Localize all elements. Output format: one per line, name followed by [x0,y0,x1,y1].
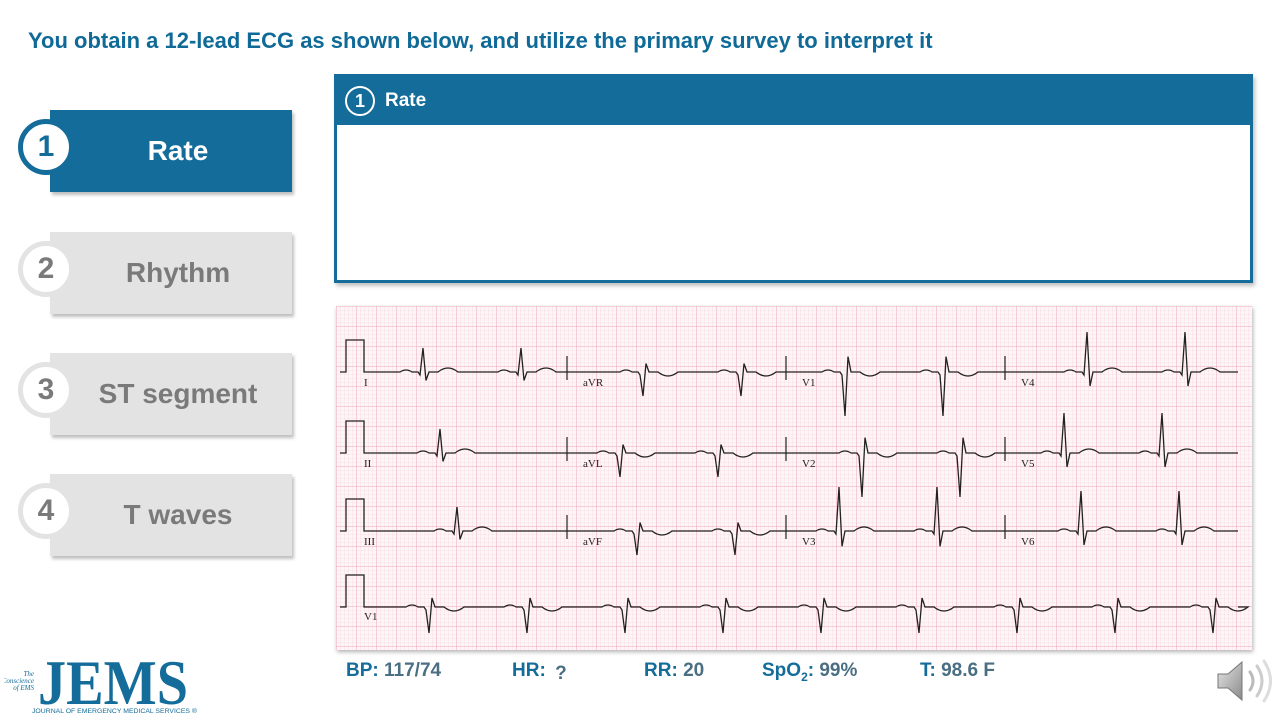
step-label: T waves [50,474,292,556]
hr-label: HR: [512,660,546,681]
lead-label-v2: V2 [802,458,815,470]
calibration-pulse [340,574,370,608]
lead-label-avf: aVF [583,536,602,548]
ecg-rhythm-trace [370,597,1250,634]
panel-number: 1 [345,86,375,116]
ecg-trace [567,444,786,478]
vital-spo2: SpO2: 99% [762,660,857,684]
step-number: 4 [18,483,74,539]
step-number: 1 [18,119,74,175]
step-label: Rate [50,110,292,192]
rr-label: RR: [644,660,678,681]
spo2-label: SpO2: [762,660,815,684]
vital-signs: BP: 117/74 HR: ? RR: 20 SpO2: 99% T: 98.… [0,660,1280,690]
calibration-pulse [340,339,370,373]
rr-value: 20 [683,660,705,681]
ecg-trace [370,428,567,462]
lead-label-v4: V4 [1021,377,1035,389]
calibration-pulse [340,498,370,532]
bp-value: 117/74 [384,660,442,681]
step-rate[interactable]: Rate 1 [18,110,298,196]
ecg-trace [1005,331,1238,387]
logo-tagline-3: of EMS [13,684,34,692]
lead-label-ii: II [364,458,372,470]
jems-logo: The Conscience of EMS JEMS JOURNAL OF EM… [4,647,197,718]
calibration-pulse [340,420,370,454]
step-label: Rhythm [50,232,292,314]
logo-subtitle: JOURNAL OF EMERGENCY MEDICAL SERVICES ® [32,707,197,715]
ecg-trace [786,486,1005,547]
speaker-icon[interactable] [1214,656,1276,706]
ecg-trace [786,356,1005,417]
lead-label-i: I [364,377,368,389]
vital-rr: RR: 20 [644,660,704,682]
vital-bp: BP: 117/74 [346,660,441,682]
hr-value: ? [555,663,567,684]
vital-hr: HR: ? [512,660,567,684]
spo2-label-main: SpO [762,660,802,681]
spo2-label-sub: 2 [801,669,808,684]
lead-label-rhythm-v1: V1 [364,611,377,623]
step-number: 3 [18,362,74,418]
temp-label: T: [920,660,936,681]
ecg-trace [1005,412,1238,468]
lead-label-avr: aVR [583,377,604,389]
vital-temp: T: 98.6 F [920,660,995,682]
bp-label: BP: [346,660,379,681]
rate-panel: 1 Rate [334,74,1253,283]
lead-label-iii: III [364,536,375,548]
lead-label-v6: V6 [1021,536,1035,548]
ecg-trace [567,363,786,397]
lead-label-v5: V5 [1021,458,1035,470]
step-t-waves[interactable]: T waves 4 [18,474,298,560]
lead-label-avl: aVL [583,458,603,470]
lead-label-v3: V3 [802,536,816,548]
temp-value: 98.6 F [941,660,995,681]
spo2-value: 99% [819,660,858,681]
step-rhythm[interactable]: Rhythm 2 [18,232,298,318]
page-title: You obtain a 12-lead ECG as shown below,… [28,28,933,53]
panel-title: Rate [385,90,427,111]
lead-label-v1: V1 [802,377,815,389]
ecg-trace [370,506,567,540]
logo-tagline-2: Conscience [4,677,34,685]
spo2-label-colon: : [807,660,815,681]
logo-wordmark: JEMS [38,647,188,718]
panel-header: 1 Rate [337,77,1250,125]
ecg-trace [786,437,1005,498]
step-number: 2 [18,241,74,297]
ecg-trace [370,347,567,381]
ecg-trace [1005,490,1238,546]
step-st-segment[interactable]: ST segment 3 [18,353,298,439]
ecg-strip: I aVR V1 V4 II aVL V2 V5 III aVF V3 V6 V… [336,306,1252,650]
ecg-trace [567,522,786,556]
step-label: ST segment [50,353,292,435]
logo-tagline-1: The [24,670,35,678]
